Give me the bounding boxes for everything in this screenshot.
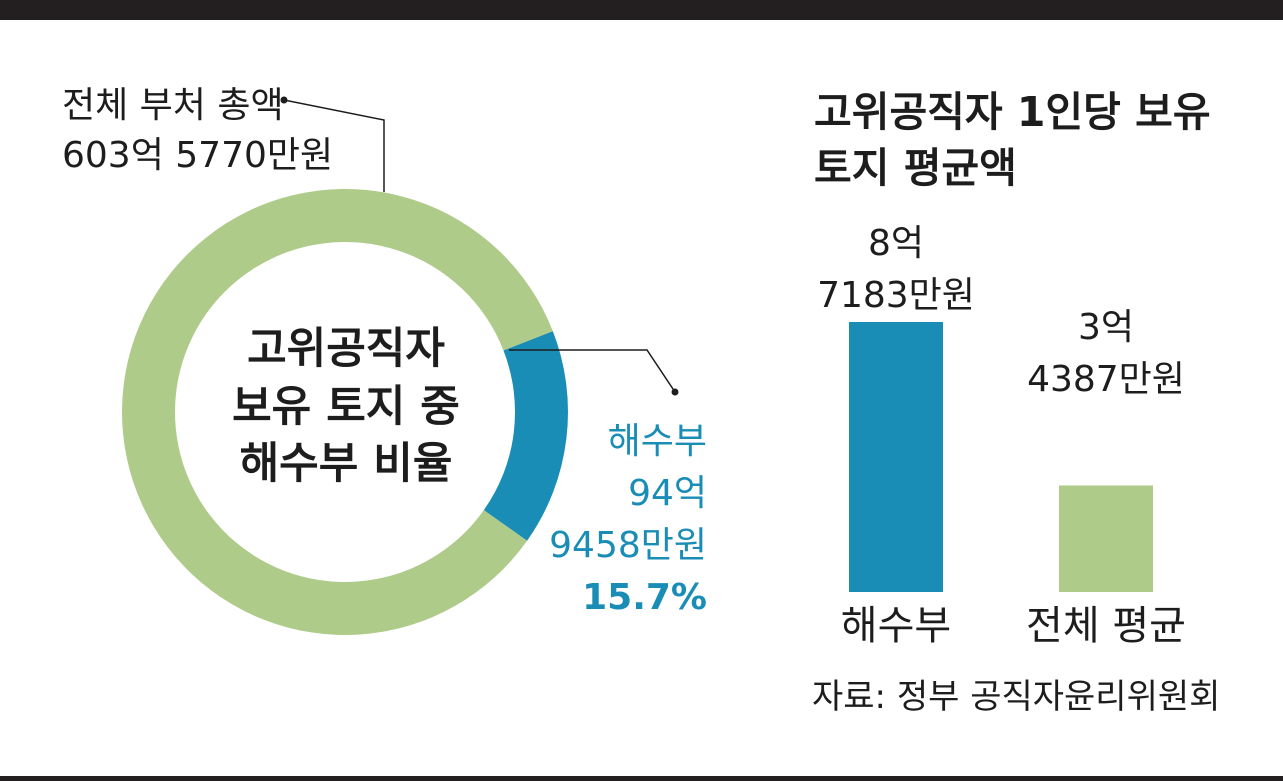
donut-center-title-line-2: 보유 토지 중 [232,382,460,432]
bar-value-label-average-manwon: 4387만원 [1027,359,1185,400]
donut-chart [122,189,569,636]
haesubu-percent: 15.7% [582,577,707,618]
donut-center-title-line-1: 고위공직자 [247,324,445,374]
bar-value-label-haesubu-manwon: 7183만원 [817,275,975,316]
source-note: 자료: 정부 공직자윤리위원회 [812,677,1221,717]
bar-category-label-haesubu: 해수부 [840,603,952,649]
haesubu-amount-eok: 94억 [628,473,707,514]
donut-total-value: 603억 5770만원 [62,135,334,176]
bar-value-label-haesubu-eok: 8억 [867,223,925,264]
bar-average [1059,485,1153,592]
haesubu-leader-dot [671,388,679,396]
haesubu-leader-line [509,349,676,393]
haesubu-amount-manwon: 9458만원 [549,525,707,566]
bottom-border-rule [0,776,1283,781]
donut-center-title-line-3: 해수부 비율 [239,439,453,489]
bar-haesubu [849,322,943,592]
haesubu-label: 해수부 [607,421,707,462]
donut-total-label: 전체 부처 총액 [62,85,284,126]
top-border-bar [0,0,1283,20]
total-leader-dot [280,96,288,104]
bar-chart-title-line-1: 고위공직자 1인당 보유 [814,88,1211,136]
bar-value-label-average-eok: 3억 [1077,307,1135,348]
bar-chart [849,322,1153,592]
bar-chart-title-line-2: 토지 평균액 [814,144,1017,192]
donut-slice-haesubu [483,331,569,541]
bar-category-label-average: 전체 평균 [1026,603,1186,649]
total-leader-line [283,99,385,192]
leader-lines [280,96,679,396]
